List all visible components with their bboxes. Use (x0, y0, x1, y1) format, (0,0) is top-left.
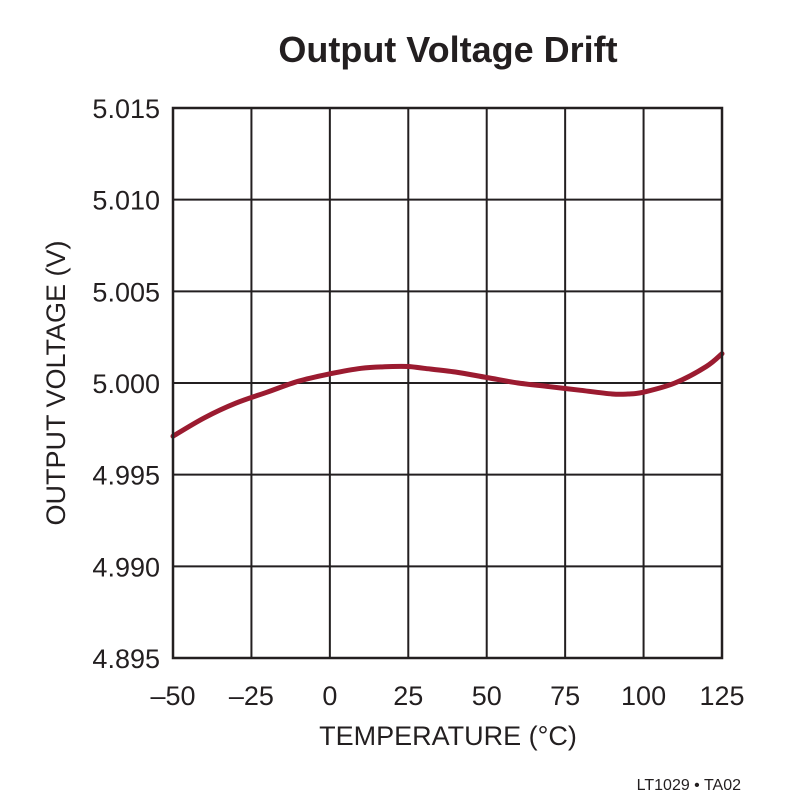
y-tick-label: 4.990 (92, 552, 160, 582)
y-tick-label: 4.995 (92, 461, 160, 491)
y-tick-label: 5.005 (92, 277, 160, 307)
x-tick-label: –50 (150, 681, 195, 711)
y-tick-labels: 4.895 4.990 4.995 5.000 5.005 5.010 5.015 (92, 94, 160, 674)
x-tick-label: –25 (229, 681, 274, 711)
y-tick-label: 5.000 (92, 369, 160, 399)
x-tick-label: 0 (322, 681, 337, 711)
x-axis-label: TEMPERATURE (°C) (319, 721, 577, 751)
x-tick-label: 125 (699, 681, 744, 711)
figure-id-footnote: LT1029 • TA02 (637, 777, 741, 794)
grid (172, 107, 723, 659)
chart-title: Output Voltage Drift (278, 29, 617, 70)
y-tick-label: 5.010 (92, 186, 160, 216)
x-tick-label: 75 (550, 681, 580, 711)
y-tick-label: 4.895 (92, 644, 160, 674)
x-tick-labels: –50 –25 0 25 50 75 100 125 (150, 681, 744, 711)
series-layer (170, 351, 725, 439)
y-axis-label: OUTPUT VOLTAGE (V) (41, 240, 71, 525)
plot-frame (171, 106, 724, 660)
x-tick-label: 100 (621, 681, 666, 711)
y-tick-label: 5.015 (92, 94, 160, 124)
x-tick-label: 25 (393, 681, 423, 711)
x-tick-label: 50 (472, 681, 502, 711)
output-voltage-curve (170, 351, 725, 439)
